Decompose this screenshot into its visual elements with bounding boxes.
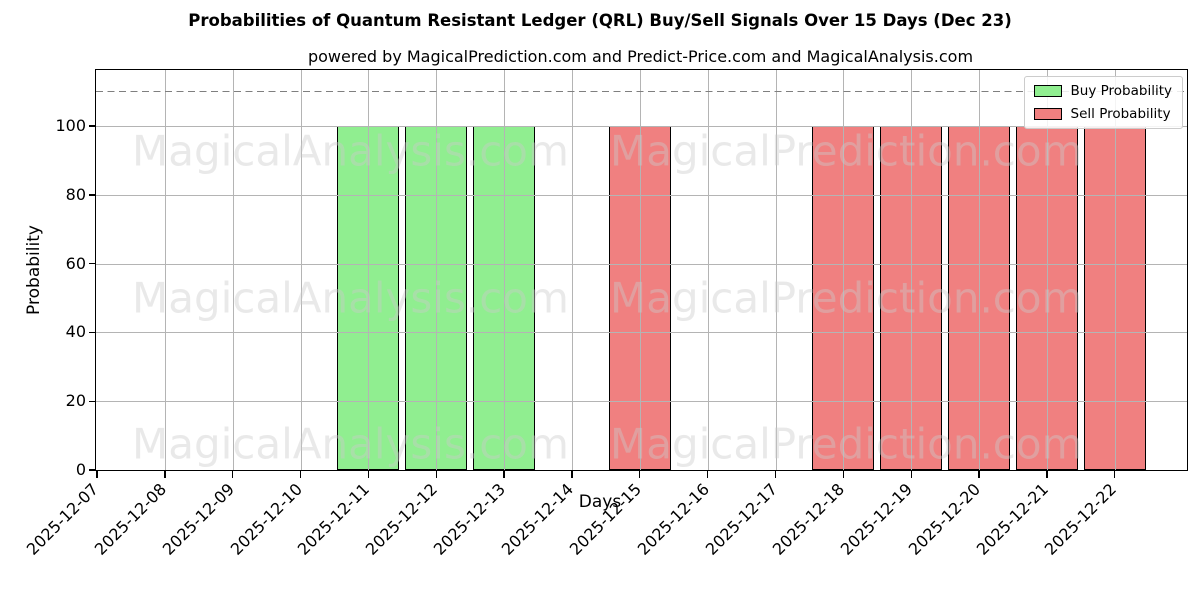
x-tick-mark-2025-12-08 [164, 470, 166, 478]
gridline-h-20 [96, 401, 1187, 403]
gridline-h-80 [96, 194, 1187, 196]
x-axis-label: Days [578, 492, 622, 512]
watermark-text: MagicalAnalysis.com [132, 126, 569, 176]
y-tick-mark-40 [89, 331, 96, 334]
x-tick-mark-2025-12-12 [435, 470, 437, 478]
watermark-text: MagicalPrediction.com [610, 126, 1083, 176]
legend-label-buy: Buy Probability [1070, 83, 1172, 99]
legend-swatch-buy-icon [1033, 85, 1062, 97]
x-tick-mark-2025-12-07 [96, 470, 98, 478]
gridline-v-2025-12-16 [707, 70, 709, 470]
watermark-text: MagicalPrediction.com [610, 273, 1083, 323]
x-tick-mark-2025-12-19 [910, 470, 912, 478]
watermark-text: MagicalAnalysis.com [132, 273, 569, 323]
legend-item-buy: Buy Probability [1033, 83, 1172, 99]
gridline-v-2025-12-15 [639, 70, 641, 470]
x-tick-mark-2025-12-22 [1114, 470, 1116, 478]
gridline-v-2025-12-14 [571, 70, 573, 470]
chart-subtitle: powered by MagicalPrediction.com and Pre… [307, 47, 974, 66]
gridline-v-2025-12-12 [436, 70, 438, 470]
gridline-v-2025-12-10 [300, 70, 302, 470]
gridline-v-2025-12-20 [979, 70, 981, 470]
gridline-h-100 [96, 126, 1187, 128]
gridline-h-40 [96, 332, 1187, 334]
gridline-v-2025-12-17 [775, 70, 777, 470]
gridline-v-2025-12-18 [843, 70, 845, 470]
x-tick-mark-2025-12-14 [571, 470, 573, 478]
gridline-v-2025-12-11 [368, 70, 370, 470]
gridline-v-2025-12-19 [911, 70, 913, 470]
y-tick-label-40: 40 [65, 322, 86, 342]
y-tick-label-20: 20 [65, 391, 86, 411]
x-tick-mark-2025-12-16 [706, 470, 709, 478]
x-tick-mark-2025-12-18 [842, 470, 845, 478]
watermark-text: MagicalAnalysis.com [132, 419, 569, 469]
y-tick-label-80: 80 [65, 184, 86, 204]
legend: Buy Probability Sell Probability [1023, 76, 1183, 129]
y-tick-label-60: 60 [65, 253, 86, 273]
y-tick-mark-80 [89, 194, 96, 196]
threshold-dashed-line [96, 90, 1187, 93]
gridline-v-2025-12-21 [1046, 70, 1048, 470]
y-tick-mark-100 [89, 125, 96, 127]
y-tick-label-100: 100 [55, 116, 86, 136]
legend-swatch-sell-icon [1033, 108, 1062, 120]
gridline-h-60 [96, 263, 1187, 265]
watermark-text: MagicalPrediction.com [610, 419, 1083, 469]
legend-label-sell: Sell Probability [1070, 106, 1171, 122]
x-tick-mark-2025-12-21 [1046, 470, 1048, 478]
y-tick-label-0: 0 [75, 460, 86, 479]
legend-item-sell: Sell Probability [1033, 106, 1172, 122]
gridline-v-2025-12-22 [1114, 70, 1116, 470]
gridline-v-2025-12-08 [164, 70, 166, 470]
plot-area: Probability 0 20 40 60 80 100 2025-12-07 2025-1… [23, 69, 1188, 559]
x-tick-mark-2025-12-17 [774, 470, 777, 478]
gridline-v-2025-12-13 [504, 70, 506, 470]
gridline-v-2025-12-09 [232, 70, 234, 470]
x-tick-mark-2025-12-09 [232, 470, 234, 478]
x-tick-mark-2025-12-20 [978, 470, 980, 478]
x-tick-mark-2025-12-11 [367, 470, 370, 478]
y-tick-mark-0 [89, 469, 96, 471]
chart-title: Probabilities of Quantum Resistant Ledge… [188, 11, 1012, 30]
x-tick-mark-2025-12-10 [299, 470, 302, 478]
x-tick-mark-2025-12-13 [503, 470, 505, 478]
x-tick-mark-2025-12-15 [639, 470, 641, 478]
y-tick-mark-60 [89, 262, 96, 265]
y-tick-mark-20 [89, 400, 96, 402]
